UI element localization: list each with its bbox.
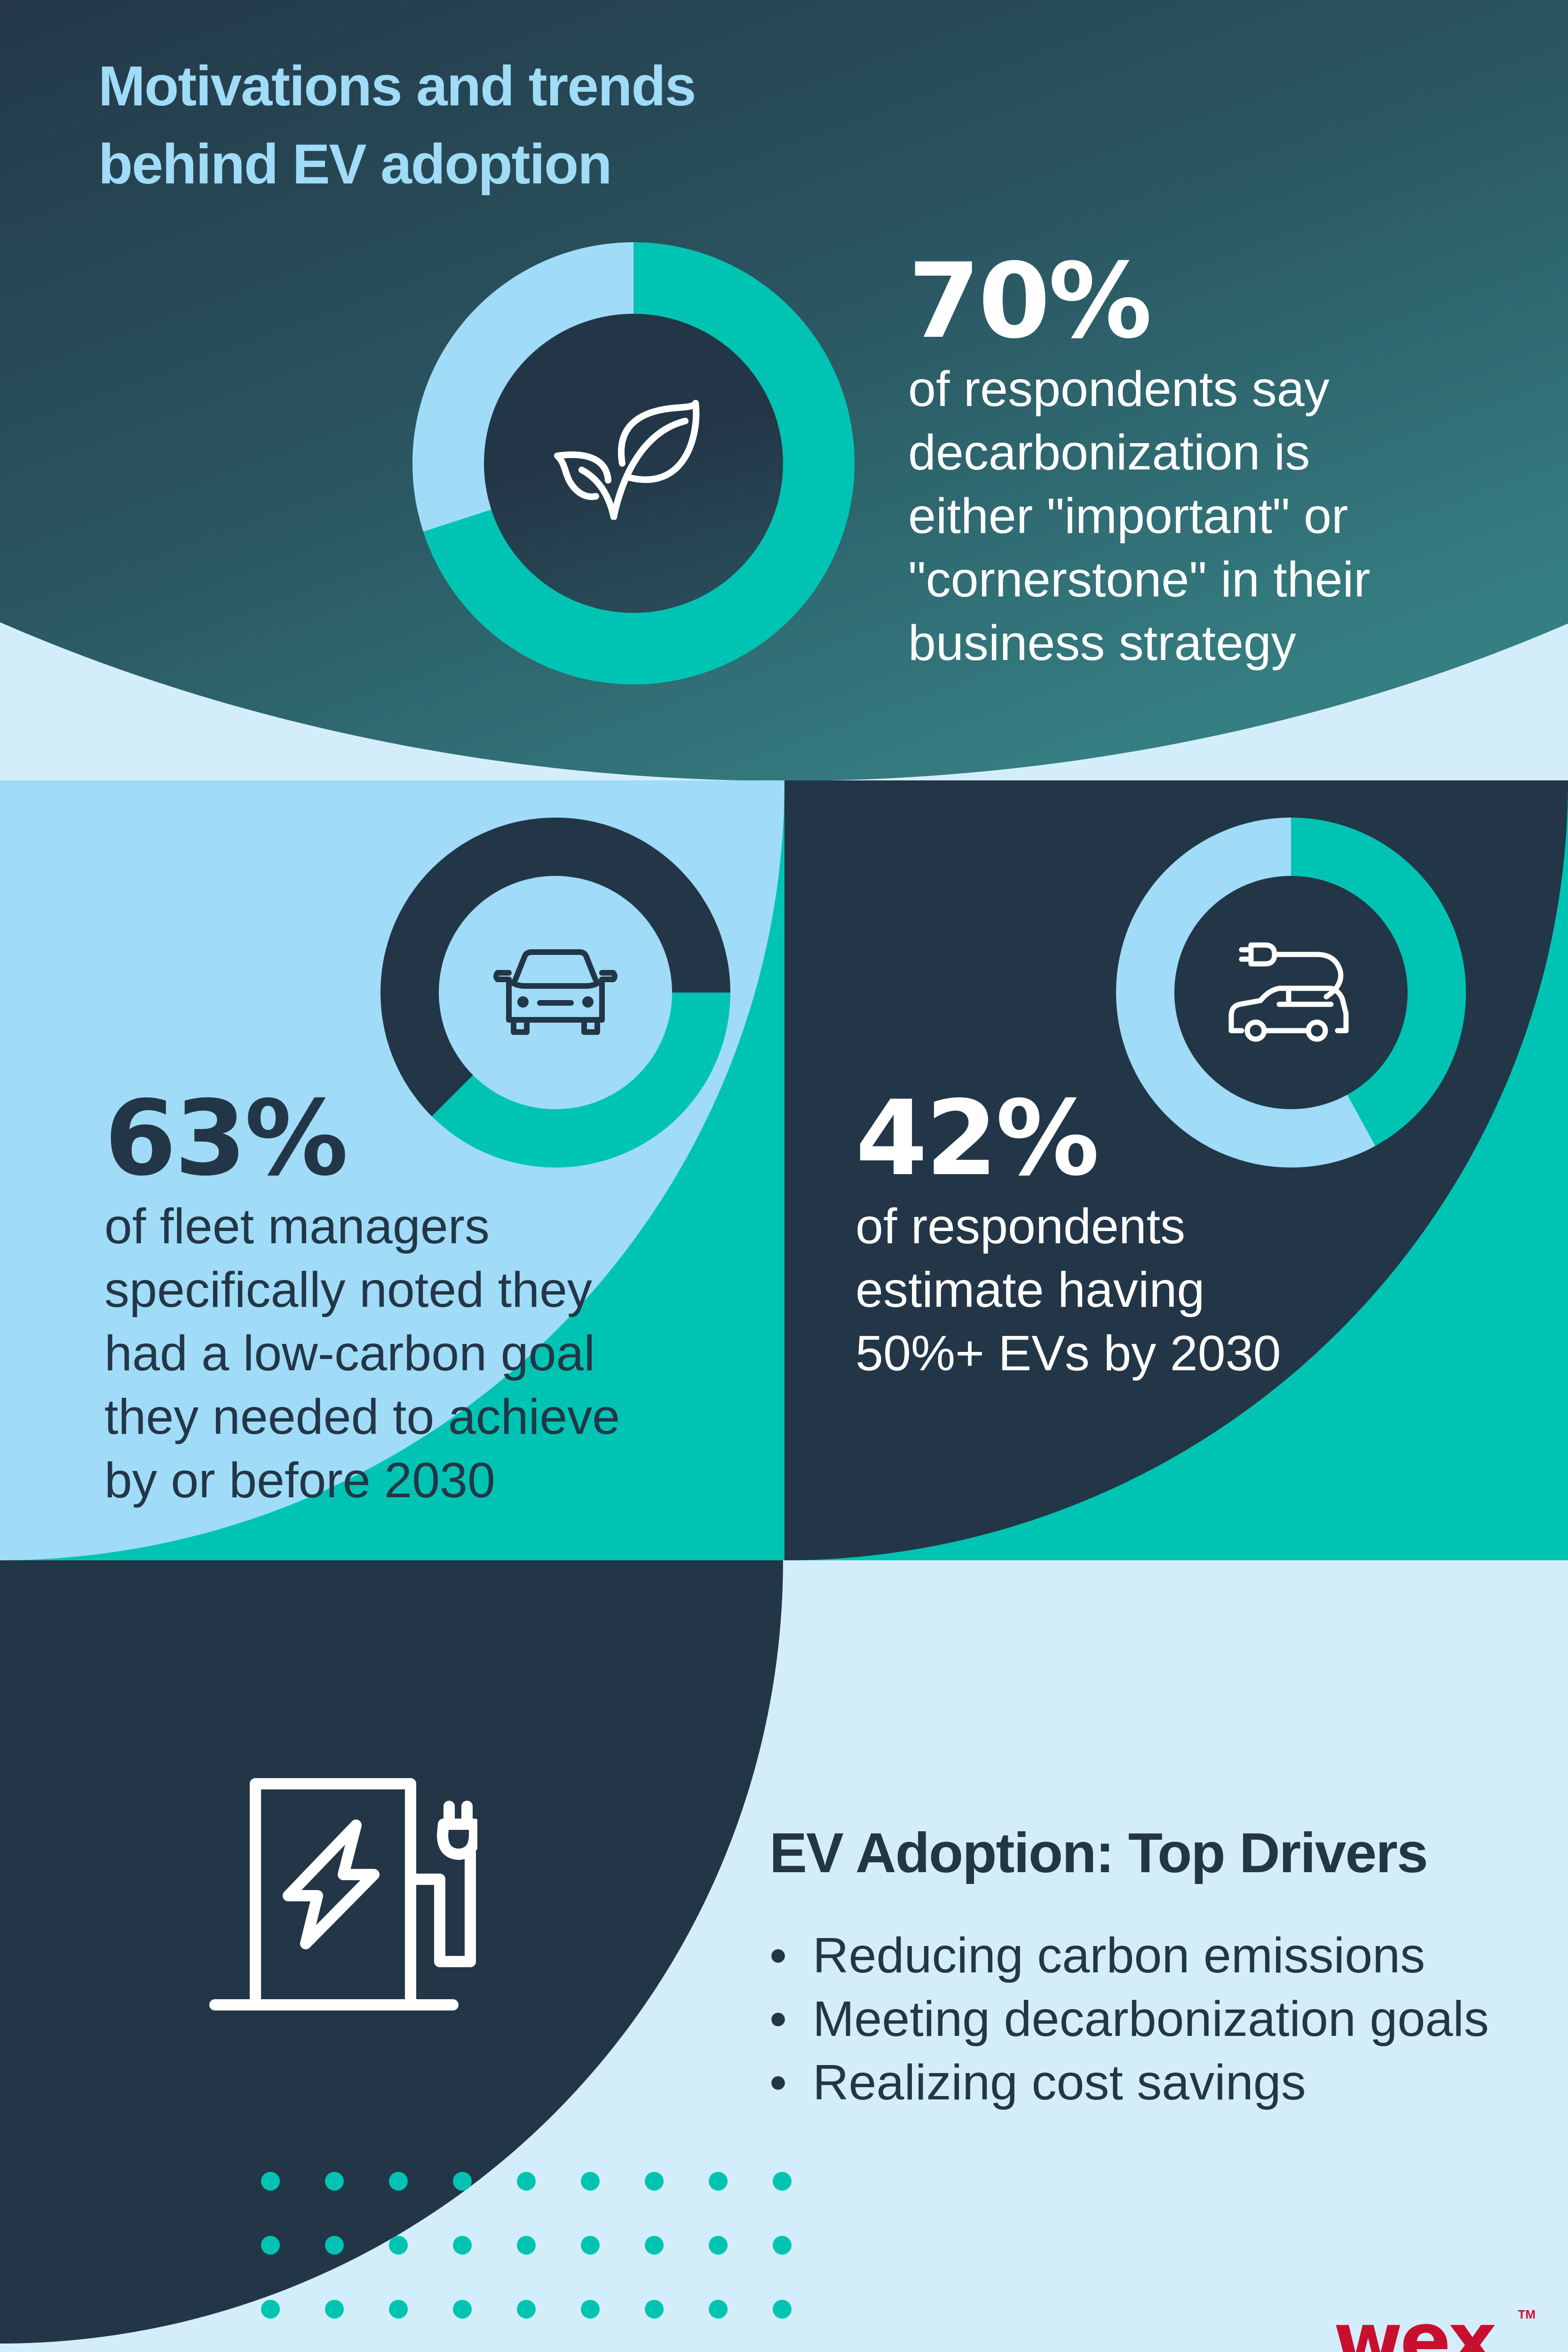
stat-line: of fleet managers <box>104 1199 490 1254</box>
wex-wordmark: wex <box>1333 2296 1497 2352</box>
donut-hole <box>1174 876 1408 1109</box>
trademark-mark: TM <box>1518 2307 1536 2321</box>
page-title: Motivations and trends behind EV adoptio… <box>98 47 696 203</box>
stat-value: 63% <box>104 1078 348 1199</box>
leaf-sprout-icon <box>554 400 700 520</box>
stat-line: of respondents <box>855 1199 1186 1254</box>
stat-line: decarbonization is <box>908 425 1310 480</box>
stat-line: business strategy <box>908 615 1296 671</box>
drivers-list: Reducing carbon emissions Meeting decarb… <box>769 1924 1489 2114</box>
donut-chart-63 <box>380 818 730 1168</box>
driver-item: Realizing cost savings <box>769 2051 1489 2114</box>
stat-line: specifically noted they <box>104 1262 593 1318</box>
title-line-1: Motivations and trends <box>98 55 696 118</box>
electric-car-plug-icon <box>1228 942 1349 1042</box>
car-front-icon <box>493 949 618 1035</box>
stat-line: 50%+ EVs by 2030 <box>855 1326 1281 1381</box>
stat-line: of respondents say <box>908 361 1330 417</box>
stat-63-block: 63% of fleet managers specifically noted… <box>104 1082 620 1512</box>
stat-value: 70% <box>908 241 1152 361</box>
stat-line: "cornerstone" in their <box>908 552 1370 607</box>
donut-chart-70 <box>412 242 855 684</box>
stat-line: estimate having <box>855 1262 1205 1318</box>
stat-line: by or before 2030 <box>104 1453 495 1508</box>
stat-description: of respondents estimate having 50%+ EVs … <box>855 1195 1281 1385</box>
driver-item: Meeting decarbonization goals <box>769 1987 1489 2051</box>
stat-value: 42% <box>855 1078 1100 1199</box>
bottom-section <box>0 1560 1568 2352</box>
stat-description: of fleet managers specifically noted the… <box>104 1195 620 1512</box>
stat-line: had a low-carbon goal <box>104 1326 595 1381</box>
donut-hole <box>439 876 672 1109</box>
wex-logo: wex TM <box>1333 2303 1536 2352</box>
title-line-2: behind EV adoption <box>98 133 612 196</box>
donut-chart-42 <box>1116 818 1466 1168</box>
charging-station-icon <box>209 1778 477 2010</box>
stat-line: either "important" or <box>908 488 1348 544</box>
donut-hole <box>484 314 783 613</box>
drivers-heading: EV Adoption: Top Drivers <box>769 1821 1428 1884</box>
stat-42-block: 42% of respondents estimate having 50%+ … <box>855 1082 1281 1385</box>
stat-description: of respondents say decarbonization is ei… <box>908 358 1370 675</box>
stat-70-block: 70% of respondents say decarbonization i… <box>908 245 1370 675</box>
driver-item: Reducing carbon emissions <box>769 1924 1489 1987</box>
stat-line: they needed to achieve <box>104 1389 620 1445</box>
